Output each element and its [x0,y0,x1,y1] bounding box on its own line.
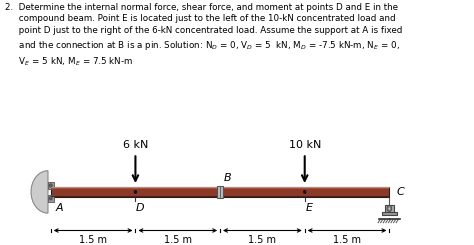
Bar [382,212,397,215]
Text: $E$: $E$ [305,201,314,213]
Circle shape [388,207,391,210]
Bar [217,186,223,197]
Text: $D$: $D$ [136,201,146,213]
Bar [51,187,389,189]
Circle shape [304,191,306,193]
Circle shape [387,206,392,211]
Text: 1.5 m: 1.5 m [248,235,276,245]
Bar [48,182,54,189]
Bar [384,205,394,212]
Bar [51,187,389,196]
Text: $C$: $C$ [396,184,406,196]
Text: 1.5 m: 1.5 m [79,235,107,245]
Text: $B$: $B$ [223,171,232,183]
Circle shape [49,196,52,200]
Text: 6 kN: 6 kN [123,140,148,150]
Bar [48,195,54,202]
Text: $A$: $A$ [55,201,65,213]
Text: 1.5 m: 1.5 m [164,235,192,245]
Wedge shape [31,171,48,213]
Text: 2.  Determine the internal normal force, shear force, and moment at points D and: 2. Determine the internal normal force, … [5,2,402,68]
Circle shape [49,184,52,187]
Circle shape [135,191,137,193]
Text: 10 kN: 10 kN [289,140,321,150]
Text: 1.5 m: 1.5 m [333,235,361,245]
